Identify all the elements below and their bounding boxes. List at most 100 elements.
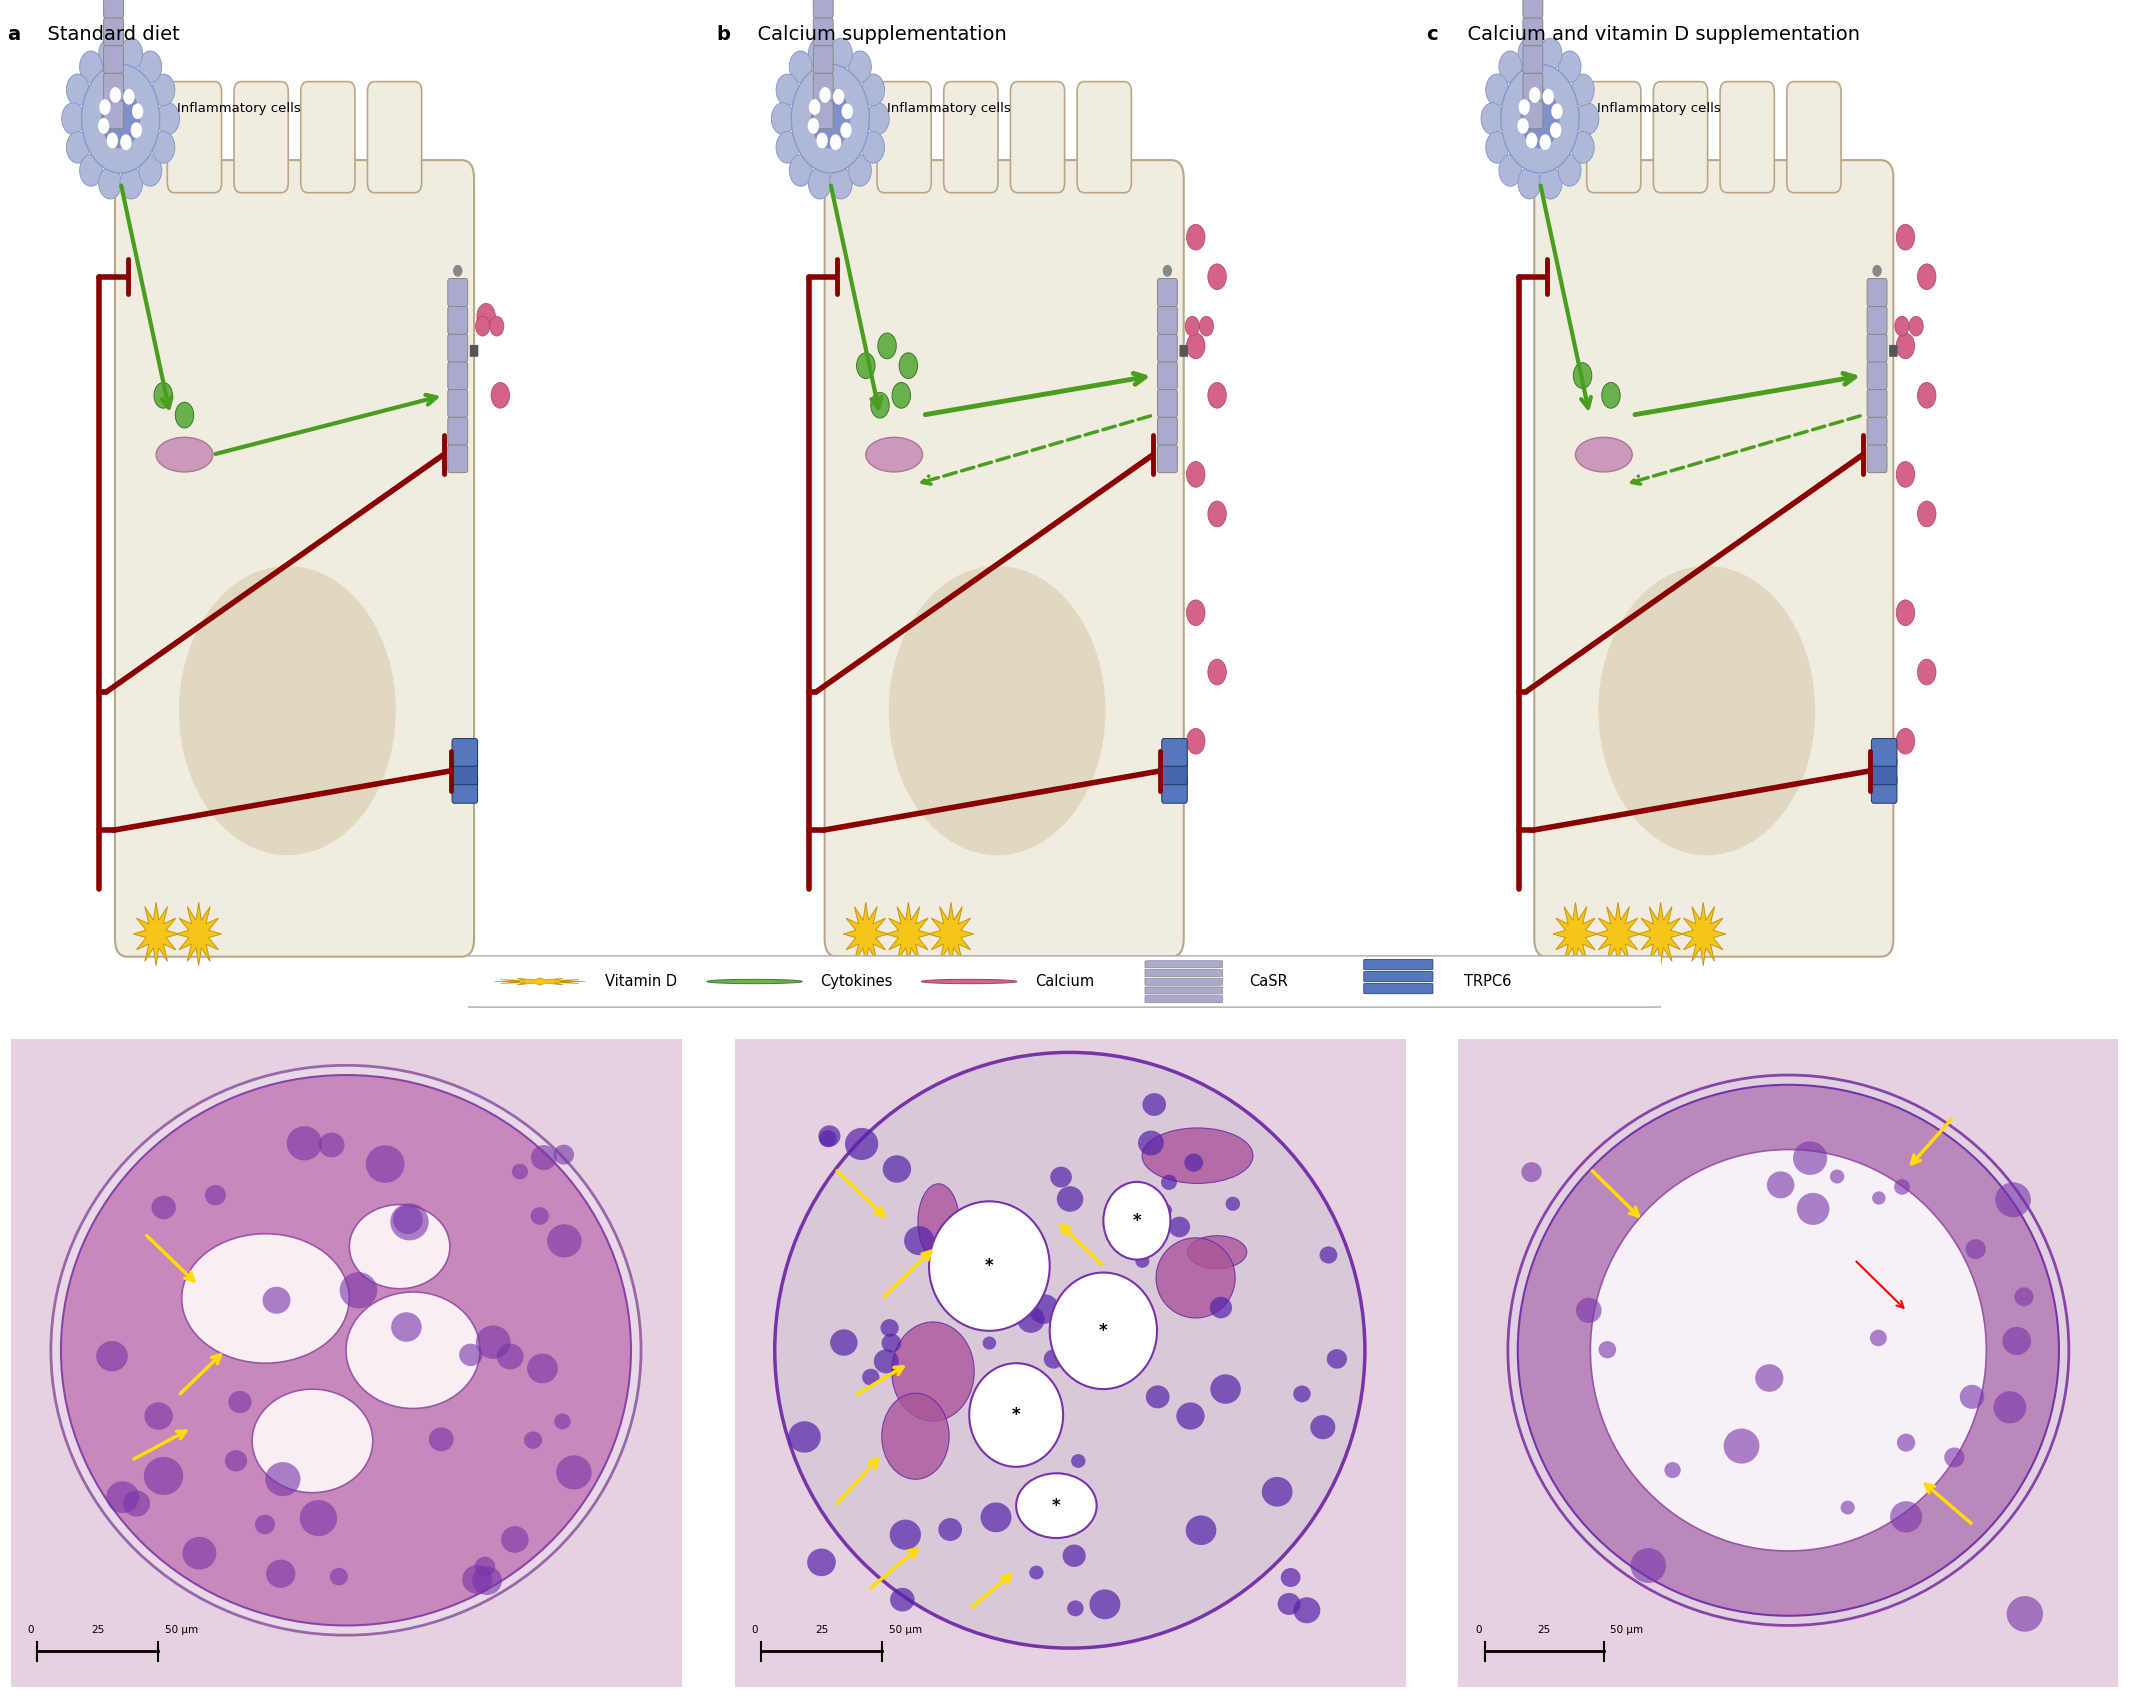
Ellipse shape [181,1234,349,1363]
Ellipse shape [775,1053,1365,1648]
Circle shape [138,155,162,186]
Circle shape [862,131,884,164]
Circle shape [392,1312,422,1341]
Circle shape [145,1402,172,1430]
Ellipse shape [918,1184,960,1259]
Text: *: * [986,1258,994,1275]
FancyBboxPatch shape [1365,971,1433,982]
Circle shape [1895,317,1910,336]
Circle shape [1897,600,1914,625]
Circle shape [98,118,109,135]
Circle shape [856,353,875,378]
Circle shape [841,104,854,119]
Ellipse shape [881,1394,950,1479]
Text: 50 μm: 50 μm [1610,1626,1644,1636]
Text: Calcium and vitamin D supplementation: Calcium and vitamin D supplementation [1454,26,1861,44]
Circle shape [809,37,830,70]
Circle shape [1897,225,1914,250]
Circle shape [1184,1154,1203,1172]
Circle shape [1028,1566,1043,1580]
Circle shape [881,1319,898,1336]
Circle shape [1118,1184,1133,1198]
FancyBboxPatch shape [1586,82,1641,193]
Circle shape [98,167,121,199]
Circle shape [1499,51,1522,82]
Circle shape [1571,131,1595,164]
Circle shape [807,118,820,135]
Circle shape [100,99,111,114]
FancyBboxPatch shape [115,160,475,956]
FancyBboxPatch shape [1179,344,1188,356]
Circle shape [319,1133,345,1157]
Text: Calcium: Calcium [1035,975,1094,988]
Text: *: * [1052,1496,1060,1515]
Circle shape [1292,1597,1320,1624]
Circle shape [1573,363,1592,389]
Circle shape [890,1520,922,1551]
FancyBboxPatch shape [1145,970,1222,976]
Polygon shape [1595,903,1641,966]
Circle shape [771,102,794,135]
Circle shape [1139,1130,1165,1155]
FancyBboxPatch shape [813,73,832,101]
Circle shape [884,1155,911,1183]
FancyBboxPatch shape [1867,278,1886,307]
Circle shape [530,1145,558,1171]
Text: Vitamin D: Vitamin D [605,975,677,988]
Circle shape [807,1549,837,1576]
Circle shape [123,1491,149,1517]
Circle shape [119,167,143,199]
Ellipse shape [100,89,141,148]
Circle shape [511,1164,528,1179]
Circle shape [1526,133,1537,148]
FancyBboxPatch shape [447,307,468,334]
Circle shape [841,123,852,138]
Text: 0: 0 [752,1626,758,1636]
Ellipse shape [1156,1237,1235,1317]
Ellipse shape [62,1075,630,1626]
Circle shape [1499,155,1522,186]
Circle shape [862,73,884,106]
Ellipse shape [1599,566,1816,855]
Circle shape [1831,1169,1844,1184]
Ellipse shape [1871,264,1882,276]
Text: Inflammatory cells: Inflammatory cells [1597,102,1720,116]
Circle shape [890,1588,915,1612]
Circle shape [1575,102,1599,135]
FancyBboxPatch shape [104,73,123,101]
Circle shape [475,1557,496,1576]
Circle shape [1326,1350,1348,1368]
Circle shape [255,1515,275,1534]
Circle shape [266,1462,300,1496]
Circle shape [390,1203,428,1241]
Circle shape [1518,99,1531,114]
Circle shape [981,1503,1011,1532]
Text: Calcium supplementation: Calcium supplementation [745,26,1007,44]
Ellipse shape [1575,438,1633,472]
Circle shape [873,1350,898,1373]
Circle shape [79,51,102,82]
Circle shape [1842,1501,1854,1515]
Circle shape [1918,382,1935,409]
Circle shape [1207,382,1226,409]
FancyBboxPatch shape [1522,46,1544,73]
Text: 25: 25 [92,1626,104,1636]
Circle shape [1186,1515,1216,1546]
Circle shape [1135,1254,1150,1268]
FancyBboxPatch shape [813,0,832,19]
Text: *: * [1133,1212,1141,1230]
FancyBboxPatch shape [1522,73,1544,101]
FancyBboxPatch shape [1522,101,1544,130]
Circle shape [175,402,194,428]
Text: c: c [1426,26,1437,44]
Circle shape [151,131,175,164]
Circle shape [1529,87,1541,102]
FancyBboxPatch shape [1654,82,1707,193]
Circle shape [554,1145,575,1164]
Text: *: * [1011,1406,1020,1425]
Ellipse shape [1520,89,1558,148]
Circle shape [477,1326,511,1358]
Ellipse shape [1590,1150,1986,1551]
Circle shape [262,1287,290,1314]
Ellipse shape [867,438,922,472]
